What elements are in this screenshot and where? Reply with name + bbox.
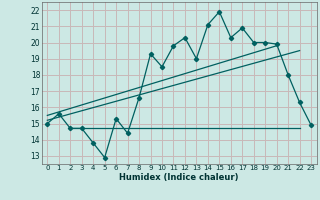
X-axis label: Humidex (Indice chaleur): Humidex (Indice chaleur)	[119, 173, 239, 182]
